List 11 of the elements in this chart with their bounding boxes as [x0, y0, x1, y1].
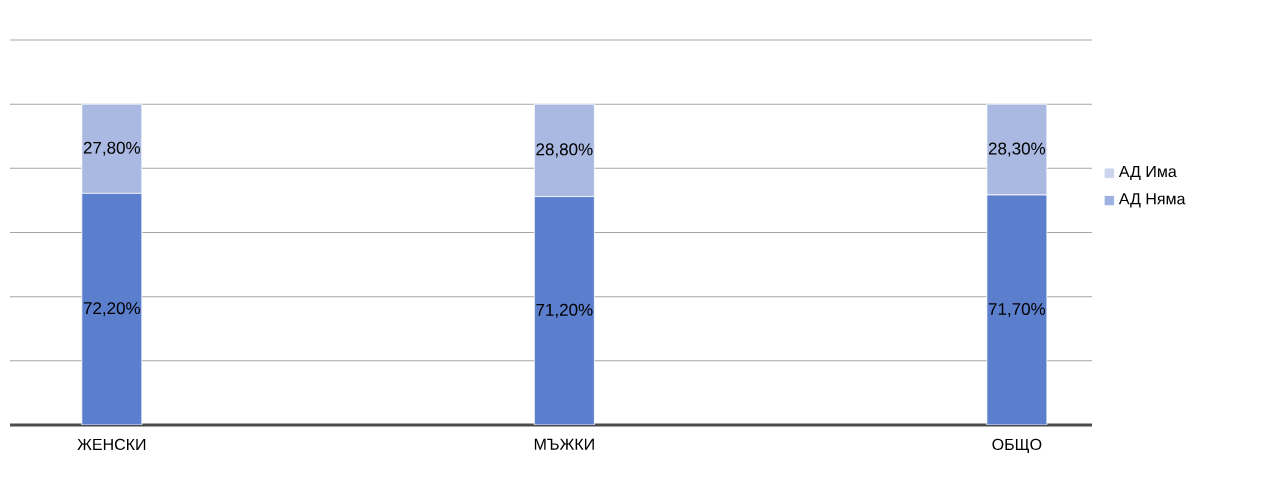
data-label: 71,70%	[988, 302, 1046, 317]
data-label: 72,20%	[83, 302, 141, 317]
x-tick-label: МЪЖКИ	[534, 438, 594, 450]
x-tick-label: ЖЕНСКИ	[77, 438, 146, 451]
legend-label: АД Няма	[1118, 193, 1186, 208]
data-label: 71,20%	[536, 303, 593, 318]
x-tick-label: ОБЩО	[992, 438, 1042, 454]
legend-label: АД Има	[1118, 165, 1177, 181]
data-label: 28,80%	[536, 143, 593, 158]
data-label: 28,30%	[988, 142, 1046, 157]
data-label: 27,80%	[83, 141, 141, 156]
